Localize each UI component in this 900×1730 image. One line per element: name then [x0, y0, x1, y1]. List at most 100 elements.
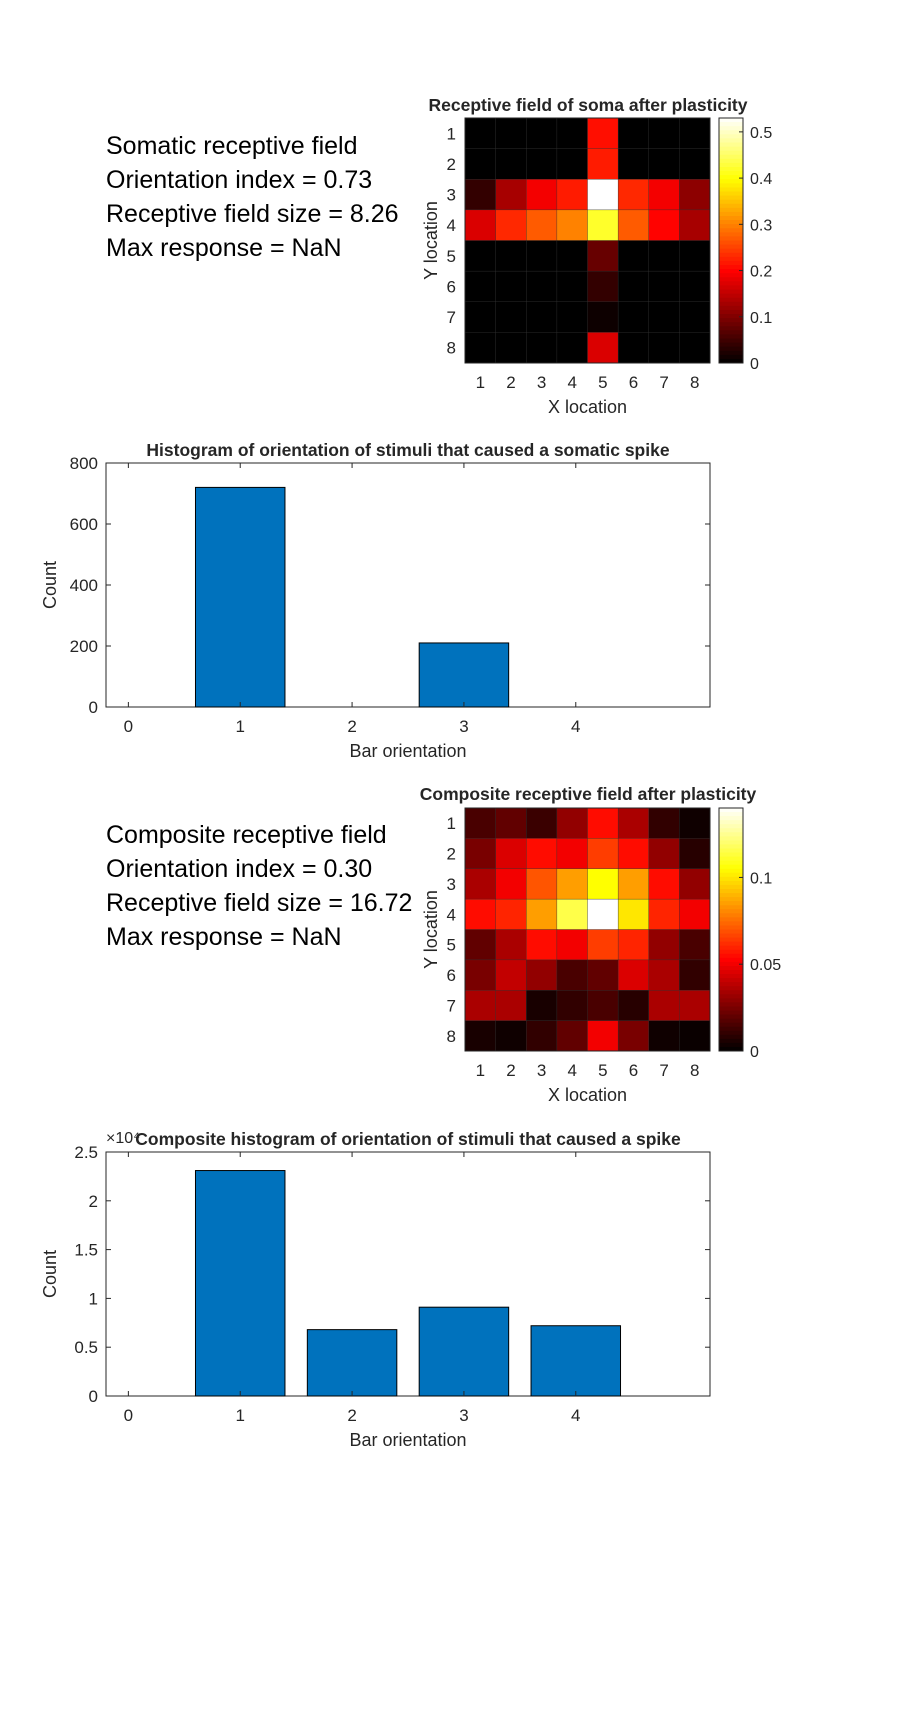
heatmap2-colorbar-segment: [719, 889, 743, 894]
heatmap1-cell-r3-c4: [556, 179, 588, 211]
heatmap1-colorbar-tick-label: 0.3: [750, 217, 772, 234]
barchart1-xtick-label: 4: [571, 717, 580, 736]
heatmap1-ytick-label: 8: [447, 339, 456, 358]
heatmap2-cell-r4-c1: [464, 898, 497, 930]
heatmap1-cell-r1-c5: [587, 117, 619, 150]
heatmap2-colorbar-segment: [719, 1042, 743, 1048]
heatmap1-xtick-label: 1: [476, 373, 485, 392]
heatmap2-cell-r1-c4: [556, 807, 588, 839]
heatmap1-cell-r6-c3: [526, 270, 558, 303]
heatmap1-cell-r5-c3: [526, 240, 558, 272]
heatmap1-cell-r7-c1: [464, 301, 497, 333]
heatmap1-colorbar-segment: [719, 342, 743, 348]
heatmap1-cell-r6-c2: [495, 270, 527, 303]
heatmap1-colorbar-segment: [719, 179, 743, 184]
heatmap2-cell-r8-c7: [648, 1020, 680, 1052]
heatmap1-cell-r7-c4: [556, 301, 588, 333]
heatmap1-xtick-label: 7: [659, 373, 668, 392]
heatmap2-xtick-label: 7: [659, 1061, 668, 1080]
heatmap1-xlabel: X location: [548, 397, 627, 417]
heatmap1-cell-r8-c6: [617, 332, 650, 364]
heatmap2-cell-r1-c6: [617, 807, 650, 839]
barchart2-title: Composite histogram of orientation of st…: [135, 1129, 681, 1149]
heatmap2-cell-r7-c4: [556, 990, 588, 1022]
heatmap1-colorbar-segment: [719, 334, 743, 339]
heatmap2-colorbar-segment: [719, 909, 743, 914]
heatmap2-colorbar-segment: [719, 957, 743, 963]
barchart1-xtick-label: 1: [235, 717, 244, 736]
heatmap2-colorbar-tick-label: 0: [750, 1044, 759, 1061]
heatmap2-colorbar-segment: [719, 828, 743, 833]
heatmap1-colorbar-segment: [719, 171, 743, 176]
heatmap1-colorbar-segment: [719, 195, 743, 201]
heatmap1-xtick-label: 2: [506, 373, 515, 392]
heatmap1-xtick-label: 6: [629, 373, 638, 392]
heatmap1-cell-r3-c3: [526, 179, 558, 211]
composite-rf-size: Receptive field size = 16.72: [106, 889, 413, 917]
heatmap2-colorbar-segment: [719, 860, 743, 866]
heatmap2-cell-r1-c2: [495, 807, 527, 839]
heatmap2-colorbar-segment: [719, 816, 743, 821]
heatmap1-colorbar-segment: [719, 122, 743, 127]
barchart2-ytick-label: 0: [89, 1387, 98, 1406]
heatmap1-cell-r7-c7: [648, 301, 680, 333]
heatmap2-cell-r5-c7: [648, 929, 680, 961]
heatmap2-xtick-label: 2: [506, 1061, 515, 1080]
heatmap2-cell-r1-c1: [464, 807, 497, 839]
heatmap1-colorbar-segment: [719, 277, 743, 282]
heatmap1-colorbar-segment: [719, 265, 743, 270]
barchart1-xlabel: Bar orientation: [349, 741, 466, 761]
heatmap2-colorbar-segment: [719, 1002, 743, 1007]
heatmap2-cell-r1-c5: [587, 807, 619, 839]
heatmap1-colorbar-segment: [719, 285, 743, 290]
heatmap1-cell-r3-c1: [464, 179, 497, 211]
heatmap1-cell-r7-c6: [617, 301, 650, 333]
heatmap1-colorbar-segment: [719, 162, 743, 168]
heatmap1-cell-r7-c8: [679, 301, 711, 333]
heatmap2-cell-r2-c2: [495, 838, 527, 870]
heatmap2-colorbar-segment: [719, 856, 743, 862]
heatmap1-ytick-label: 1: [447, 124, 456, 143]
heatmap1-colorbar-segment: [719, 318, 743, 323]
heatmap2-cell-r6-c3: [526, 959, 558, 991]
heatmap1-cell-r2-c5: [587, 148, 619, 180]
heatmap2-colorbar-segment: [719, 844, 743, 849]
heatmap2-cell-r4-c3: [526, 898, 558, 930]
heatmap2-cell-r4-c7: [648, 898, 680, 930]
heatmap1-cell-r7-c2: [495, 301, 527, 333]
heatmap1-colorbar-segment: [719, 350, 743, 356]
heatmap1-colorbar-segment: [719, 118, 743, 123]
heatmap2-colorbar-segment: [719, 905, 743, 910]
heatmap1-cell-r2-c7: [648, 148, 680, 180]
heatmap1-colorbar-segment: [719, 309, 743, 315]
heatmap2-cell-r5-c2: [495, 929, 527, 961]
heatmap2-colorbar-segment: [719, 832, 743, 837]
heatmap2-colorbar-segment: [719, 872, 743, 878]
heatmap1-colorbar-segment: [719, 199, 743, 205]
heatmap2-colorbar-segment: [719, 884, 743, 890]
heatmap2-cell-r1-c8: [679, 807, 711, 839]
heatmap2-ytick-label: 4: [447, 905, 456, 924]
heatmap1-cell-r4-c2: [495, 209, 527, 241]
heatmap2-colorbar-segment: [719, 913, 743, 918]
heatmap1-colorbar-segment: [719, 220, 743, 225]
heatmap1-colorbar-segment: [719, 175, 743, 180]
heatmap2-colorbar-segment: [719, 917, 743, 922]
heatmap2-colorbar-segment: [719, 949, 743, 955]
heatmap2-cell-r6-c1: [464, 959, 497, 991]
heatmap1-colorbar-tick-label: 0: [750, 356, 759, 373]
heatmap1-title: Receptive field of soma after plasticity: [429, 95, 748, 115]
heatmap1-cell-r5-c5: [587, 240, 619, 272]
heatmap1-colorbar-segment: [719, 126, 743, 131]
heatmap2-xtick-label: 4: [567, 1061, 576, 1080]
barchart1-ylabel: Count: [40, 561, 60, 609]
heatmap1-colorbar-segment: [719, 167, 743, 172]
heatmap2-cell-r3-c2: [495, 868, 527, 900]
heatmap1-colorbar-segment: [719, 248, 743, 254]
heatmap2-colorbar-segment: [719, 998, 743, 1003]
heatmap1-colorbar-segment: [719, 228, 743, 233]
heatmap2-cell-r2-c3: [526, 838, 558, 870]
heatmap2-ytick-label: 6: [447, 966, 456, 985]
heatmap2-cell-r4-c2: [495, 898, 527, 930]
heatmap2-colorbar-segment: [719, 994, 743, 999]
